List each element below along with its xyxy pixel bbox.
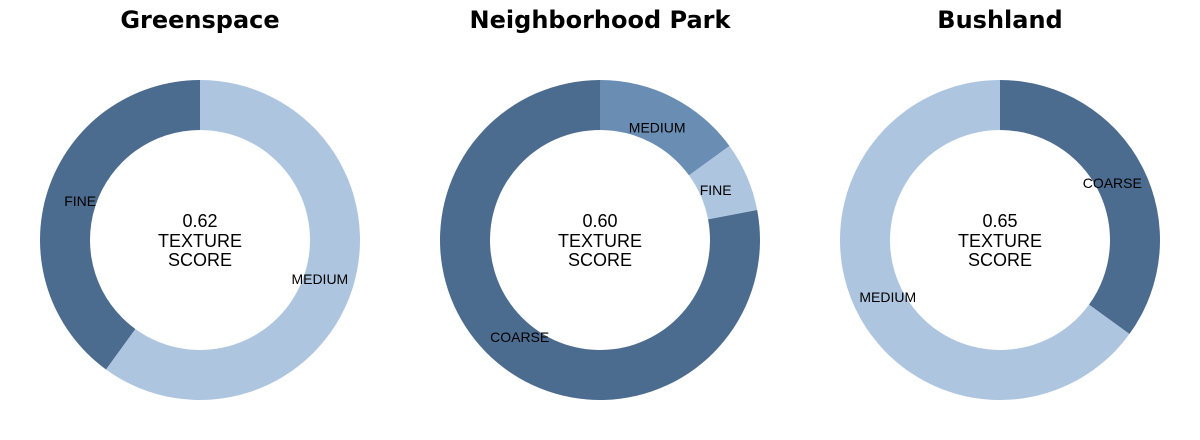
center-score-label: SCORE: [968, 250, 1032, 270]
center-score-value: 0.65: [982, 211, 1017, 231]
chart-title: Greenspace: [120, 6, 279, 34]
chart-title: Neighborhood Park: [470, 6, 732, 34]
donut-slice: [440, 80, 760, 400]
donut-chart-2: Neighborhood Park MEDIUM FINE COARSE 0.60TEX…: [440, 6, 760, 400]
slice-label: MEDIUM: [291, 271, 348, 287]
slice-label: MEDIUM: [629, 120, 686, 136]
slice-label: FINE: [64, 193, 96, 209]
donut-slice: [688, 145, 758, 220]
slice-label: FINE: [700, 182, 732, 198]
center-score-label: TEXTURE: [158, 231, 242, 251]
donut-slice: [600, 80, 730, 176]
slice-label: COARSE: [490, 329, 549, 345]
donut-slice: [105, 80, 360, 401]
slice-label: COARSE: [1083, 175, 1142, 191]
slice-label: MEDIUM: [859, 289, 916, 305]
center-score-label: TEXTURE: [558, 231, 642, 251]
donut-slice: [840, 80, 1130, 400]
center-score-label: SCORE: [168, 250, 232, 270]
donut-slice: [1000, 80, 1161, 335]
center-score-label: TEXTURE: [958, 231, 1042, 251]
center-score-value: 0.60: [582, 211, 617, 231]
chart-title: Bushland: [937, 6, 1062, 34]
donut-slice: [40, 80, 200, 370]
center-score-value: 0.62: [182, 211, 217, 231]
center-score-label: SCORE: [568, 250, 632, 270]
